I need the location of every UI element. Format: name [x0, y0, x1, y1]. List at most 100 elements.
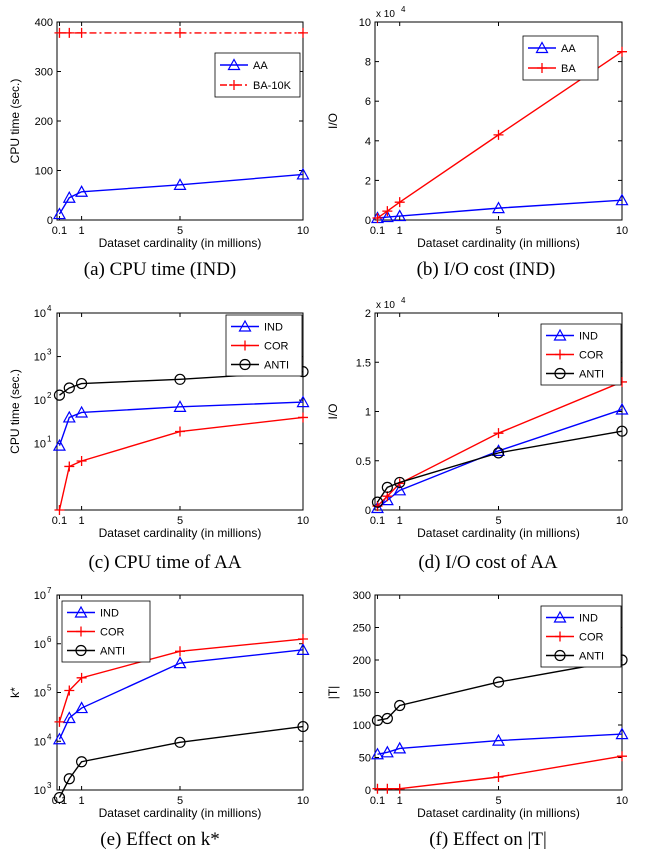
- x-tick-label: 5: [495, 225, 501, 237]
- x-tick-label: 5: [495, 515, 501, 527]
- y-axis-label: I/O: [326, 113, 340, 129]
- y-exponent: x 10: [376, 9, 395, 20]
- data-point: [174, 736, 186, 748]
- series-anti: [53, 366, 309, 401]
- x-tick-label: 1: [397, 515, 403, 527]
- series-cor: [54, 634, 308, 727]
- x-tick-label: 0.1: [52, 795, 67, 807]
- y-tick-label-exp: 2: [47, 391, 52, 400]
- y-tick-label-base: 10: [34, 352, 46, 364]
- data-point: [62, 190, 76, 203]
- data-point: [380, 745, 394, 758]
- y-tick-label: 0: [365, 505, 371, 517]
- data-point: [370, 747, 384, 760]
- x-tick-label: 10: [297, 225, 309, 237]
- data-point: [492, 447, 505, 459]
- data-point: [173, 400, 187, 412]
- data-point: [372, 783, 383, 794]
- y-axis-label: |T|: [326, 686, 340, 700]
- legend-marker: [75, 644, 87, 657]
- x-axis-label: Dataset cardinality (in millions): [99, 526, 262, 540]
- legend-marker: [239, 358, 251, 371]
- data-point: [76, 672, 87, 683]
- x-tick-label: 5: [495, 795, 501, 807]
- series-ind: [370, 402, 629, 514]
- data-point: [393, 483, 407, 496]
- figure-caption: (c) CPU time of AA: [88, 552, 241, 573]
- data-point: [298, 634, 308, 645]
- legend-label: COR: [100, 627, 125, 639]
- data-point: [298, 27, 308, 38]
- y-tick-label-exp: 4: [47, 304, 52, 313]
- data-point: [493, 772, 504, 782]
- series-anti: [371, 425, 628, 508]
- legend-marker: [229, 80, 239, 90]
- y-tick-label: 1: [365, 407, 371, 419]
- legend-label: BA: [561, 63, 576, 75]
- data-point: [491, 201, 506, 214]
- legend-box: [214, 52, 301, 98]
- data-point: [491, 733, 506, 746]
- data-point: [53, 791, 66, 804]
- data-point: [175, 426, 185, 437]
- legend: AA BA: [522, 35, 599, 81]
- figure-caption: (b) I/O cost (IND): [417, 259, 556, 280]
- y-tick-label: 300: [353, 590, 371, 602]
- legend-marker: [535, 41, 549, 54]
- data-point: [393, 741, 407, 754]
- data-point: [296, 395, 310, 408]
- data-point: [175, 27, 185, 38]
- series-line: [58, 401, 304, 446]
- legend-box: [522, 35, 599, 81]
- y-tick-label-base: 10: [34, 590, 46, 602]
- y-tick-label: 6: [365, 96, 371, 108]
- data-point: [394, 197, 405, 208]
- series-line: [377, 659, 623, 722]
- y-tick-label-exp: 1: [47, 435, 52, 444]
- chart-d: 0.1 1 5 10 0 0.5 1 1.5 2 x 10 4 Dataset cardinality…: [326, 296, 629, 573]
- data-point: [75, 377, 88, 390]
- x-axis-label: Dataset cardinality (in millions): [417, 806, 580, 820]
- data-point: [174, 373, 186, 385]
- data-point: [493, 129, 504, 140]
- y-tick-label-base: 10: [34, 639, 46, 651]
- legend-marker: [554, 367, 566, 380]
- y-tick-label: 300: [35, 67, 53, 79]
- legend-marker: [553, 610, 567, 623]
- data-point: [381, 712, 393, 725]
- y-tick-label: 100: [35, 166, 53, 178]
- data-point: [492, 676, 505, 688]
- data-point: [54, 505, 65, 515]
- data-point: [381, 481, 393, 493]
- x-tick-label: 10: [297, 795, 309, 807]
- series-line: [58, 649, 304, 740]
- data-point: [394, 783, 405, 794]
- data-point: [296, 643, 310, 655]
- y-tick-label-base: 10: [34, 785, 46, 797]
- legend-marker: [76, 626, 86, 637]
- x-axis-label: Dataset cardinality (in millions): [99, 236, 262, 250]
- y-tick-label: 400: [35, 17, 53, 29]
- data-point: [54, 716, 65, 727]
- legend-label: IND: [264, 322, 283, 334]
- data-point: [63, 773, 75, 785]
- y-tick-label-base: 10: [34, 439, 46, 451]
- x-tick-label: 10: [616, 515, 628, 527]
- y-tick-label: 50: [359, 753, 371, 765]
- data-point: [53, 389, 66, 401]
- legend-label: BA-10K: [253, 80, 292, 92]
- x-axis-label: Dataset cardinality (in millions): [417, 526, 580, 540]
- series-line: [377, 408, 623, 509]
- data-point: [175, 646, 185, 657]
- legend-label: COR: [579, 632, 604, 644]
- x-tick-label: 5: [177, 515, 183, 527]
- data-point: [298, 412, 308, 423]
- y-tick-label-base: 10: [34, 395, 46, 407]
- x-tick-label: 10: [616, 795, 628, 807]
- y-exponent: x 10: [376, 300, 395, 311]
- data-point: [382, 783, 393, 794]
- data-point: [491, 444, 506, 456]
